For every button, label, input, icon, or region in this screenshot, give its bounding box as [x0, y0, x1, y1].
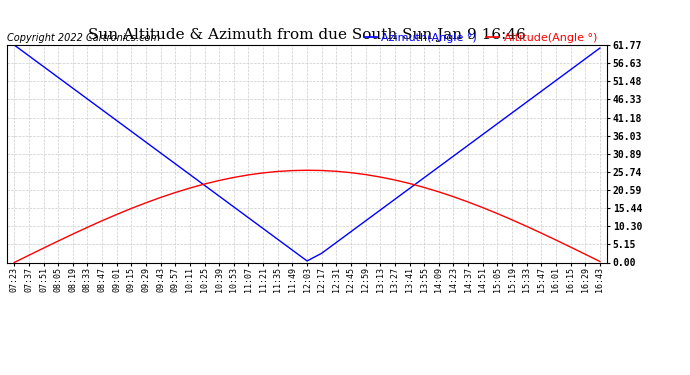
Title: Sun Altitude & Azimuth from due South Sun Jan 9 16:46: Sun Altitude & Azimuth from due South Su…	[88, 28, 526, 42]
Legend: Azimuth(Angle °), Altitude(Angle °): Azimuth(Angle °), Altitude(Angle °)	[359, 29, 602, 48]
Text: Copyright 2022 Cartronics.com: Copyright 2022 Cartronics.com	[7, 33, 160, 43]
